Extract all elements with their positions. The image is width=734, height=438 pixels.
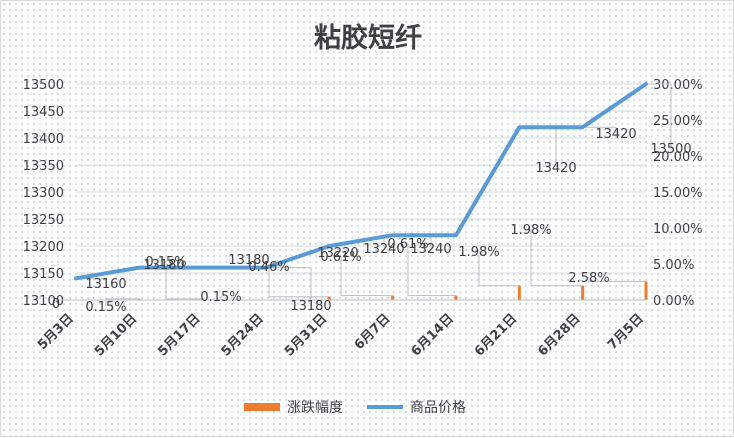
y-left-tick-label: 13150 (23, 267, 64, 282)
leader-line (588, 277, 646, 282)
data-labels: 13160 13180 13180 13180 13220 13240 13240 13420… (52, 127, 692, 315)
bar-data-label: 2.58% (568, 271, 609, 286)
y-left-tick-label: 13250 (23, 213, 64, 228)
bar (454, 295, 458, 300)
leader-line (530, 229, 583, 287)
leader-line (646, 83, 672, 148)
y-axis-right: 0.00% 5.00% 10.00% 15.00% 20.00% 25.00% 30.00% (653, 78, 703, 309)
bar-data-label: 0.15% (145, 255, 186, 270)
bar (391, 295, 395, 300)
x-axis: 5月3日 5月10日 5月17日 5月24日 5月31日 6月7日 6月14日 6月21日 6月… (35, 299, 647, 359)
leader-line (582, 126, 617, 133)
bar-data-label: 0.46% (248, 260, 289, 275)
y-right-tick-label: 20.00% (653, 150, 703, 165)
y-left-tick-label: 13450 (23, 105, 64, 120)
x-tick-label: 7月5日 (605, 311, 647, 353)
x-tick-label: 6月21日 (472, 311, 520, 359)
y-left-tick-label: 13300 (23, 186, 64, 201)
bar-data-label: 0 (52, 297, 60, 312)
y-left-tick-label: 13350 (23, 159, 64, 174)
bar (201, 298, 205, 300)
legend-swatch-bar (244, 403, 280, 411)
x-tick-label: 6月7日 (352, 311, 394, 353)
x-tick-label: 5月17日 (155, 311, 203, 359)
bar (137, 298, 141, 300)
line-path (74, 82, 648, 281)
bar (644, 281, 648, 300)
leader-line (268, 266, 330, 298)
bar (517, 285, 521, 300)
y-axis-left: 13100 13150 13200 13250 13300 13350 13400 13450… (23, 78, 64, 309)
leader-line (55, 299, 76, 303)
x-tick-label: 6月14日 (409, 311, 457, 359)
line-data-label: 13240 (410, 242, 451, 257)
y-left-tick-label: 13100 (23, 294, 64, 309)
x-tick-label: 5月24日 (219, 311, 267, 359)
y-right-tick-label: 25.00% (653, 114, 703, 129)
leader-line (478, 251, 520, 287)
line-data-label: 13180 (290, 299, 331, 314)
chart-title: 粘胶短纤 (314, 22, 422, 54)
bar-data-label: 1.98% (510, 223, 551, 238)
bar (327, 296, 331, 300)
bar-data-label: 0.61% (320, 250, 361, 265)
bar-series (137, 281, 648, 300)
line-data-label: 13240 (363, 242, 404, 257)
bar-data-label: 0.15% (200, 290, 241, 305)
leader-line (340, 256, 393, 297)
line-data-label: 13420 (535, 161, 576, 176)
line-data-label: 13180 (228, 253, 269, 268)
line-data-label: 13180 (143, 258, 184, 273)
leader-line (105, 298, 140, 306)
legend-label-line: 商品价格 (410, 400, 466, 416)
y-right-tick-label: 0.00% (653, 294, 694, 309)
bar-data-label: 1.98% (458, 245, 499, 260)
gridlines (76, 83, 646, 301)
legend: 涨跌幅度 商品价格 (244, 400, 466, 416)
line-data-label: 13500 (650, 142, 691, 157)
y-right-tick-label: 5.00% (653, 258, 694, 273)
x-tick-label: 5月31日 (282, 311, 330, 359)
x-tick-label: 6月28日 (535, 311, 583, 359)
line-data-label: 13420 (595, 127, 636, 142)
y-right-tick-label: 30.00% (653, 78, 703, 93)
line-data-label: 13160 (85, 277, 126, 292)
bar (581, 285, 585, 300)
y-left-tick-label: 13500 (23, 78, 64, 93)
bar-data-label: 0.61% (387, 237, 428, 252)
leader-line (407, 243, 456, 297)
x-tick-label: 5月10日 (92, 311, 140, 359)
x-tick-label: 5月3日 (35, 311, 77, 353)
line-series (74, 82, 648, 281)
bar-data-label: 0.15% (85, 300, 126, 315)
legend-label-bar: 涨跌幅度 (287, 400, 343, 416)
y-right-tick-label: 10.00% (653, 222, 703, 237)
leader-line (165, 261, 203, 300)
y-left-tick-label: 13200 (23, 240, 64, 255)
y-left-tick-label: 13400 (23, 132, 64, 147)
leader-line (266, 267, 312, 305)
y-right-tick-label: 15.00% (653, 186, 703, 201)
line-data-label: 13220 (317, 246, 358, 261)
